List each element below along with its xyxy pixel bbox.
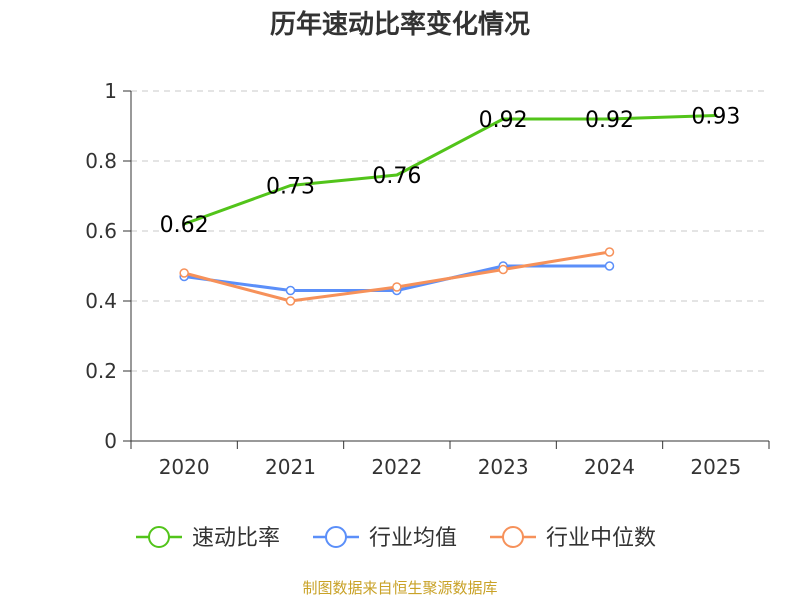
- legend-label: 行业均值: [369, 526, 457, 551]
- axes: 0 0.2 0.4 0.6 0.8 1 2020 2021 2022 2023 2024 2025: [85, 79, 770, 479]
- source-note: 制图数据来自恒生聚源数据库: [302, 579, 497, 597]
- gridlines: [131, 90, 769, 372]
- series-layer: 0.62 0.73 0.76 0.92 0.92 0.93: [160, 105, 741, 306]
- x-tick-label: 2025: [690, 455, 741, 479]
- x-tick-label: 2022: [371, 455, 422, 479]
- data-point: [498, 264, 508, 275]
- data-point: [285, 296, 296, 306]
- x-tick-label: 2020: [159, 455, 210, 479]
- legend-item[interactable]: 行业中位数: [490, 526, 656, 551]
- legend-item[interactable]: 行业均值: [313, 526, 457, 551]
- legend-marker-icon: [502, 526, 524, 548]
- data-label: 0.73: [266, 175, 315, 200]
- legend-item[interactable]: 速动比率: [136, 526, 280, 551]
- y-tick-label: 0: [104, 429, 117, 453]
- y-tick-label: 1: [104, 79, 117, 103]
- y-tick-label: 0.2: [85, 359, 117, 383]
- y-tick-label: 0.6: [85, 219, 117, 243]
- x-tick-label: 2024: [584, 455, 635, 479]
- legend-label: 速动比率: [192, 526, 280, 551]
- legend-label: 行业中位数: [546, 526, 656, 551]
- y-tick-label: 0.8: [85, 149, 117, 173]
- series-industry-median: [179, 247, 615, 306]
- x-tick-label: 2023: [478, 455, 529, 479]
- legend[interactable]: 速动比率 行业均值 行业中位数: [136, 526, 656, 551]
- x-tick-label: 2021: [265, 455, 316, 479]
- chart-title: 历年速动比率变化情况: [270, 9, 530, 40]
- series-quick-ratio: 0.62 0.73 0.76 0.92 0.92 0.93: [160, 105, 741, 239]
- data-point: [392, 282, 402, 292]
- data-point: [604, 261, 615, 271]
- data-point: [285, 285, 296, 296]
- data-label: 0.93: [691, 105, 740, 130]
- data-point: [179, 268, 189, 278]
- data-label: 0.92: [479, 108, 528, 133]
- data-label: 0.62: [160, 213, 209, 238]
- data-point: [604, 247, 615, 257]
- data-label: 0.76: [372, 164, 421, 189]
- legend-marker-icon: [148, 526, 170, 548]
- series-line: [182, 114, 718, 226]
- y-tick-label: 0.4: [85, 289, 117, 313]
- legend-marker-icon: [325, 526, 347, 548]
- data-label: 0.92: [585, 108, 634, 133]
